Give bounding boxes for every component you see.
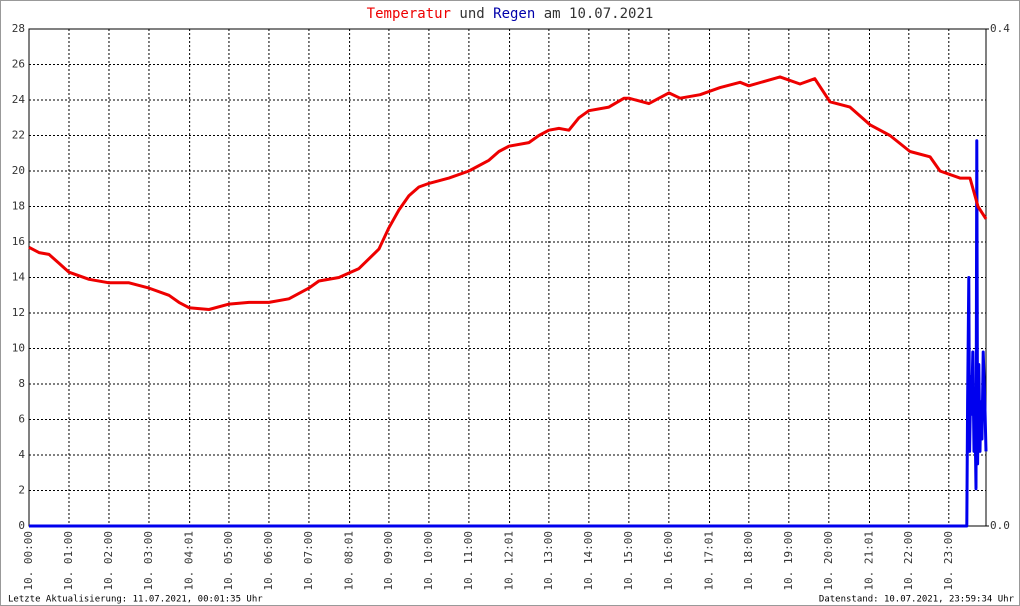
title-series-1: Temperatur [367,6,451,22]
y-tick-label: 26 [12,58,25,71]
y-tick-label: 2 [18,484,25,497]
y2-tick-label: 0.4 [990,22,1010,35]
x-tick-label: 10. 16:00 [662,531,675,591]
x-tick-label: 10. 11:00 [462,531,475,591]
x-tick-label: 10. 19:00 [782,531,795,591]
title-date: am 10.07.2021 [544,6,654,22]
series-line [28,75,988,311]
x-tick-label: 10. 10:00 [422,531,435,591]
footer-left: Letzte Aktualisierung: 11.07.2021, 00:01… [8,595,263,605]
y-tick-label: 20 [12,164,25,177]
y-tick-label: 28 [12,22,25,35]
title-joiner: und [459,6,484,22]
y-tick-label: 12 [12,306,25,319]
x-tick-label: 10. 06:00 [262,531,275,591]
x-tick-label: 10. 20:00 [822,531,835,591]
x-tick-label: 10. 03:00 [142,531,155,591]
y-tick-label: 18 [12,200,25,213]
x-tick-label: 10. 17:01 [703,531,716,591]
y2-tick-label: 0.0 [990,519,1010,532]
y-tick-label: 24 [12,93,26,106]
y-tick-label: 22 [12,129,25,142]
x-tick-label: 10. 15:00 [622,531,635,591]
series-line [29,139,988,528]
y-tick-label: 0 [18,519,25,532]
x-tick-label: 10. 04:01 [183,531,196,591]
x-tick-label: 10. 07:00 [302,531,315,591]
chart-title: Temperatur und Regen am 10.07.2021 [367,6,654,22]
y-tick-label: 16 [12,235,25,248]
footer-right: Datenstand: 10.07.2021, 23:59:34 Uhr [819,595,1015,605]
x-tick-label: 10. 21:01 [862,531,875,591]
x-tick-label: 10. 22:00 [902,531,915,591]
x-tick-label: 10. 00:00 [22,531,35,591]
x-tick-label: 10. 14:00 [582,531,595,591]
y-tick-label: 10 [12,342,25,355]
x-tick-label: 10. 02:00 [102,531,115,591]
x-tick-label: 10. 01:00 [62,531,75,591]
y-tick-label: 14 [12,271,26,284]
y-tick-label: 8 [18,377,25,390]
x-tick-label: 10. 23:00 [942,531,955,591]
x-tick-label: 10. 05:00 [222,531,235,591]
title-series-2: Regen [493,6,535,22]
x-tick-label: 10. 09:00 [382,531,395,591]
x-tick-label: 10. 18:00 [742,531,755,591]
y-tick-label: 6 [18,413,25,426]
x-tick-label: 10. 08:01 [343,531,356,591]
x-tick-label: 10. 12:01 [503,531,516,591]
x-tick-label: 10. 13:00 [542,531,555,591]
y-tick-label: 4 [18,448,25,461]
